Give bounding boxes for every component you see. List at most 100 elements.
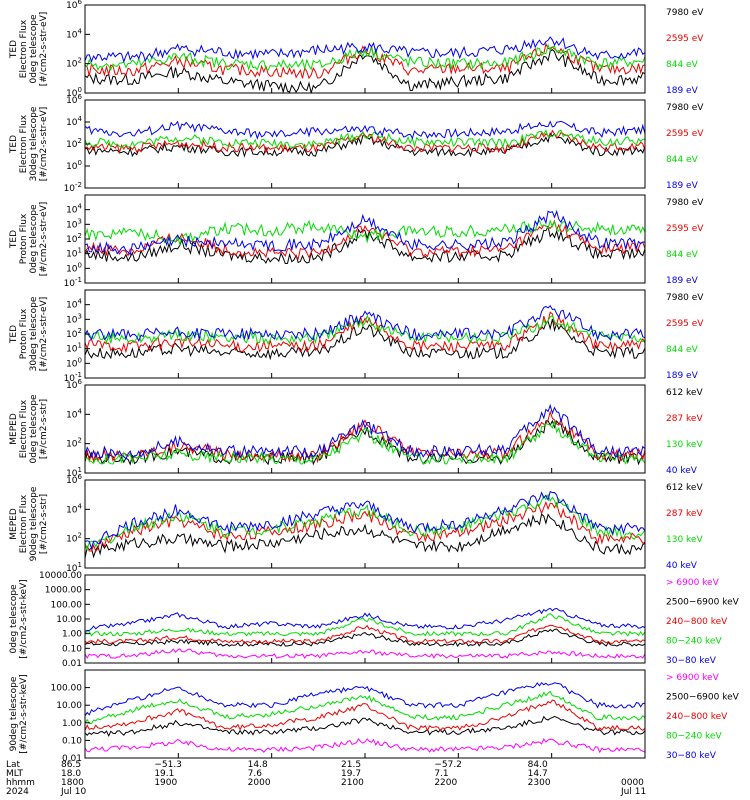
panel-2-legend-3: 844 eV bbox=[666, 155, 699, 165]
panel-7: 0.01 0.10 1.00 10.00 100.00 1000.00 10000.00 0d… bbox=[9, 571, 740, 669]
panel-3-ytick-label-2: 101 bbox=[66, 247, 82, 260]
panel-6-legend-1: 612 keV bbox=[666, 483, 703, 493]
panel-5-legend-1: 612 keV bbox=[666, 388, 703, 398]
panel-4-series-3 bbox=[84, 314, 646, 345]
panel-7-ytick-label-3: 10.00 bbox=[56, 615, 82, 625]
panel-4-legend-2: 2595 eV bbox=[666, 319, 704, 329]
panel-2-series-3 bbox=[84, 129, 646, 150]
panel-5-legend-3: 130 keV bbox=[666, 440, 703, 450]
panel-3-legend-4: 189 eV bbox=[666, 276, 699, 286]
panel-1-ytick-label-0: 100 bbox=[66, 86, 82, 99]
panel-6: 101 102 104 106 MEPEDElectron Flux90deg tele… bbox=[9, 473, 703, 574]
x-tick-3-row-0: 21.5 bbox=[341, 760, 361, 770]
panel-4-series-2 bbox=[84, 311, 646, 354]
panel-6-ytick-label-2: 104 bbox=[66, 502, 82, 515]
panel-7-legend-1: > 6900 keV bbox=[666, 578, 720, 588]
panel-4-series-4 bbox=[84, 304, 646, 343]
x-tick-5-row-0: 84.0 bbox=[528, 760, 548, 770]
panel-1-ytick-label-2: 104 bbox=[66, 27, 82, 40]
panel-2-frame bbox=[84, 99, 646, 189]
panel-6-ytick-label-1: 102 bbox=[66, 532, 82, 545]
panel-5-series-1 bbox=[84, 419, 646, 466]
panel-3-series-3 bbox=[84, 219, 646, 247]
panel-4-ytick-label-0: 10-1 bbox=[64, 371, 82, 384]
x-tick-4-row-2: 2200 bbox=[434, 778, 457, 788]
panel-8-ytick-label-4: 100.00 bbox=[51, 684, 83, 694]
panel-5-frame bbox=[84, 384, 646, 474]
panel-3-legend-2: 2595 eV bbox=[666, 224, 704, 234]
panel-8-ytick-label-0: 0.01 bbox=[62, 754, 82, 764]
panel-1-legend-3: 844 eV bbox=[666, 60, 699, 70]
panel-5-ytick-label-3: 106 bbox=[66, 378, 82, 391]
panel-7-ytick-label-4: 100.00 bbox=[51, 600, 83, 610]
x-tick-2-row-1: 7.6 bbox=[248, 769, 263, 779]
panel-4-legend-3: 844 eV bbox=[666, 345, 699, 355]
panel-8-series-3 bbox=[84, 699, 646, 732]
panel-8-ylabel: 90deg telescope[#/cm2-s-str-keV] bbox=[9, 674, 29, 753]
panel-4-ylabel: TEDProton Flux30deg telescope[#/cm2-s-st… bbox=[9, 296, 49, 371]
x-tick-6-row-3: Jul 11 bbox=[620, 787, 646, 797]
panel-3-ytick-label-0: 10-1 bbox=[64, 276, 82, 289]
x-tick-6-row-2: 0000 bbox=[621, 778, 644, 788]
panel-4-legend-1: 7980 eV bbox=[666, 293, 704, 303]
panel-2-ytick-label-0: 10-2 bbox=[64, 181, 82, 194]
panel-2-ylabel: TEDElectron Flux30deg telescope[#/cm2-s-… bbox=[9, 106, 49, 181]
panel-4-legend-4: 189 eV bbox=[666, 371, 699, 381]
panel-7-ytick-label-6: 10000.00 bbox=[39, 571, 82, 581]
panel-5-legend-2: 287 keV bbox=[666, 414, 703, 424]
x-tick-0-row-2: 1800 bbox=[61, 778, 84, 788]
panel-3-ytick-label-3: 102 bbox=[66, 232, 82, 245]
panel-8-legend-5: 30−80 keV bbox=[666, 751, 717, 761]
panel-3-ytick-label-5: 104 bbox=[66, 203, 82, 216]
panel-7-series-2 bbox=[84, 628, 646, 648]
panel-1-series-4 bbox=[84, 36, 646, 64]
x-row-label-0: Lat bbox=[6, 760, 21, 770]
x-tick-1-row-2: 1900 bbox=[154, 778, 177, 788]
panel-5-ytick-label-0: 101 bbox=[66, 466, 82, 479]
panel-4-ytick-label-1: 100 bbox=[66, 356, 82, 369]
panel-3-ytick-label-1: 100 bbox=[66, 261, 82, 274]
x-tick-5-row-2: 2300 bbox=[528, 778, 551, 788]
panel-8: 0.01 0.10 1.00 10.00 100.00 90deg telescope[#… bbox=[9, 669, 740, 764]
x-row-label-3: 2024 bbox=[6, 787, 29, 797]
panel-7-series-3 bbox=[84, 624, 646, 645]
x-tick-3-row-1: 19.7 bbox=[341, 769, 361, 779]
panel-1-ylabel: TEDElectron Flux0deg telescope[#/cm2-s-s… bbox=[9, 12, 49, 87]
panel-2-ytick-label-3: 104 bbox=[66, 115, 82, 128]
panel-3-ytick-label-4: 103 bbox=[66, 217, 82, 230]
panel-8-legend-1: > 6900 keV bbox=[666, 673, 720, 683]
panel-8-ytick-label-1: 0.10 bbox=[62, 736, 82, 746]
x-tick-0-row-0: 86.5 bbox=[61, 760, 81, 770]
panel-6-series-4 bbox=[84, 490, 646, 551]
x-tick-0-row-3: Jul 10 bbox=[60, 787, 86, 797]
panel-3-legend-3: 844 eV bbox=[666, 250, 699, 260]
x-tick-1-row-0: −51.3 bbox=[154, 760, 182, 770]
panel-8-series-4 bbox=[84, 690, 646, 725]
panel-7-ytick-label-2: 1.00 bbox=[62, 630, 82, 640]
panel-5-ytick-label-1: 102 bbox=[66, 437, 82, 450]
panel-8-frame bbox=[84, 669, 646, 759]
panel-4-series-1 bbox=[84, 318, 646, 361]
panel-3-series-2 bbox=[84, 219, 646, 260]
panel-8-ytick-label-2: 1.00 bbox=[62, 719, 82, 729]
panel-7-legend-2: 2500−6900 keV bbox=[666, 598, 740, 608]
panel-5-ylabel: MEPEDElectron Flux0deg telescope[#/cm2-s… bbox=[9, 394, 49, 464]
panel-8-series-5 bbox=[84, 681, 646, 717]
panel-2-legend-1: 7980 eV bbox=[666, 103, 704, 113]
panel-7-series-4 bbox=[84, 613, 646, 637]
panel-7-legend-4: 80−240 keV bbox=[666, 637, 722, 647]
panel-7-series-5 bbox=[84, 607, 646, 632]
panel-7-ytick-label-1: 0.10 bbox=[62, 644, 82, 654]
panel-4-ytick-label-2: 101 bbox=[66, 342, 82, 355]
panel-7-ytick-label-0: 0.01 bbox=[62, 659, 82, 669]
panel-6-legend-2: 287 keV bbox=[666, 509, 703, 519]
x-row-label-1: MLT bbox=[6, 769, 24, 779]
panel-4-ytick-label-3: 102 bbox=[66, 327, 82, 340]
panel-7-legend-5: 30−80 keV bbox=[666, 656, 717, 666]
x-tick-5-row-1: 14.7 bbox=[528, 769, 548, 779]
x-tick-4-row-1: 7.1 bbox=[434, 769, 448, 779]
